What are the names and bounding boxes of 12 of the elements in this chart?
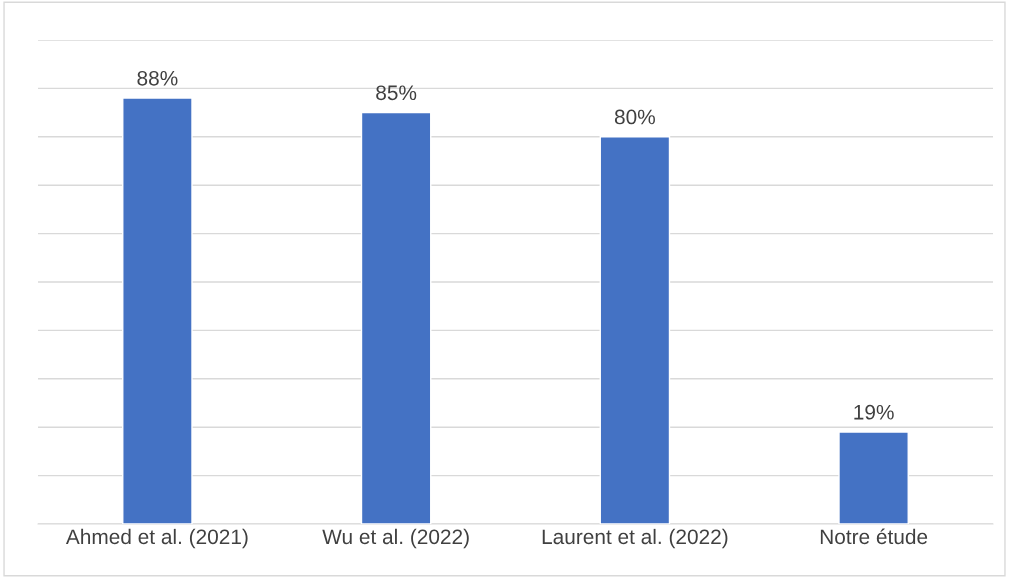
data-label: 80% [614,109,655,125]
bar [599,136,671,524]
data-label: 88% [137,70,178,86]
x-tick-label: Wu et al. (2022) [322,528,469,549]
data-label: 85% [376,85,417,101]
x-tick-label: Laurent et al. (2022) [542,528,728,549]
x-tick-label: Ahmed et al. (2021) [65,528,248,549]
data-label: 19% [854,404,894,420]
bar [838,431,909,524]
bar [360,111,432,524]
bar [122,97,193,524]
x-tick-label: Notre étude [820,528,928,545]
